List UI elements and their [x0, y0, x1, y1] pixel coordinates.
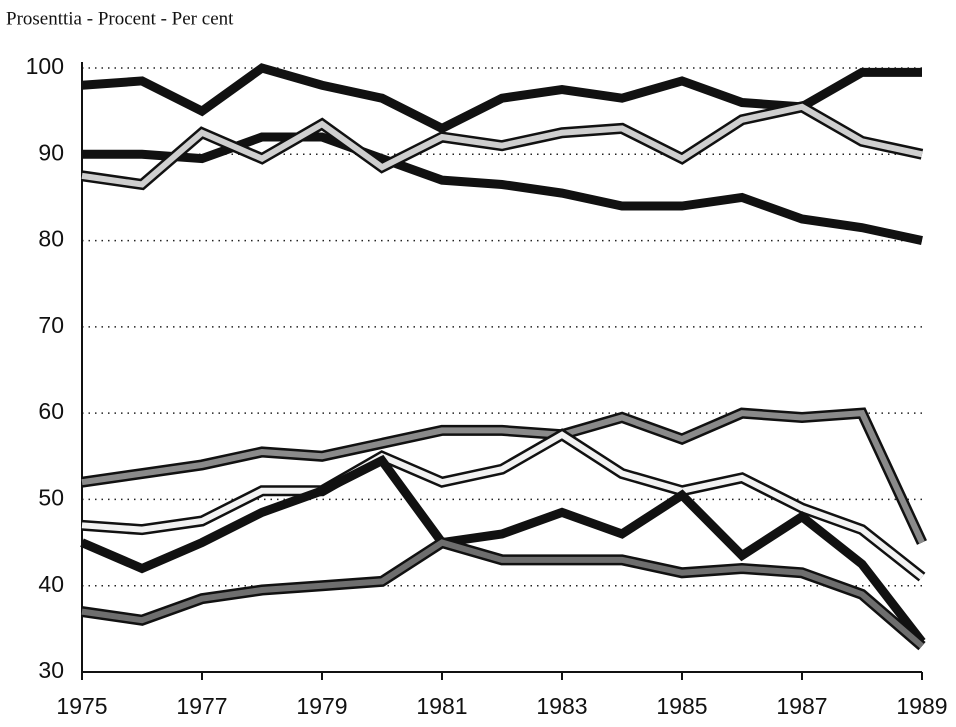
y-tick-label: 40 — [38, 571, 64, 597]
line — [81, 539, 924, 649]
y-tick-label: 50 — [38, 485, 64, 511]
y-tick-label: 30 — [38, 657, 64, 683]
x-tick-label: 1987 — [776, 693, 827, 719]
line — [81, 63, 922, 134]
x-tick-label: 1989 — [896, 693, 947, 719]
x-tick-label: 1979 — [296, 693, 347, 719]
x-tick-label: 1977 — [176, 693, 227, 719]
line — [81, 103, 923, 188]
line — [81, 431, 924, 580]
y-tick-label: 100 — [26, 53, 64, 79]
x-tick-label: 1975 — [56, 693, 107, 719]
y-tick-label: 80 — [38, 226, 64, 252]
x-tick-label: 1985 — [656, 693, 707, 719]
line — [82, 132, 923, 245]
line — [81, 410, 925, 544]
x-tick-label: 1983 — [536, 693, 587, 719]
y-tick-label: 90 — [38, 139, 64, 165]
line — [80, 454, 926, 645]
y-tick-label: 60 — [38, 398, 64, 424]
chart-title: Prosenttia - Procent - Per cent — [6, 8, 234, 29]
x-tick-label: 1981 — [416, 693, 467, 719]
y-tick-label: 70 — [38, 312, 64, 338]
